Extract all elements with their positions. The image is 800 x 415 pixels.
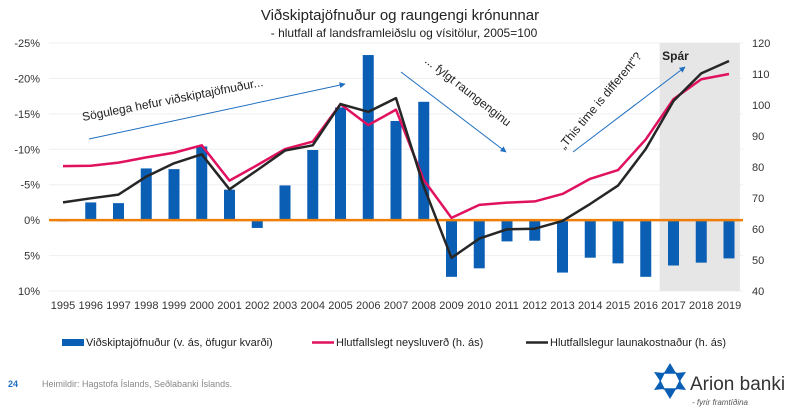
logo-star-icon [654, 363, 686, 399]
x-tick-label: 2017 [661, 300, 685, 312]
x-tick-label: 2000 [190, 300, 214, 312]
bar-2009 [446, 220, 457, 277]
bar-2003 [279, 185, 291, 221]
bar-2000 [196, 146, 208, 221]
bar-2015 [612, 220, 624, 264]
right-tick-label: 40 [752, 286, 764, 298]
annotation-arrow-up-1 [88, 82, 346, 140]
x-tick-label: 2014 [578, 300, 602, 312]
right-tick-label: 120 [752, 38, 770, 50]
x-tick-label: 2018 [689, 300, 713, 312]
bar-2002 [251, 220, 263, 228]
right-tick-label: 50 [752, 255, 764, 267]
logo-tagline: - fyrir framtíðina [692, 398, 749, 407]
bar-1998 [140, 168, 152, 221]
x-tick-label: 2005 [328, 300, 352, 312]
bar-2008 [418, 101, 430, 221]
bar-1999 [168, 169, 180, 221]
legend-swatch-bar [62, 339, 84, 346]
x-tick-label: 2015 [606, 300, 630, 312]
right-tick-label: 60 [752, 224, 764, 236]
right-tick-label: 70 [752, 193, 764, 205]
legend-label-black: Hlutfallslegur launakostnaður (h. ás) [550, 337, 726, 349]
x-tick-label: 1998 [134, 300, 158, 312]
x-tick-label: 2016 [634, 300, 658, 312]
bar-2007 [390, 120, 402, 221]
right-tick-label: 110 [752, 69, 770, 81]
page-number: 24 [8, 379, 18, 389]
left-tick-label: 0% [24, 215, 40, 227]
bar-1997 [113, 203, 124, 221]
x-tick-label: 2003 [273, 300, 297, 312]
bar-2011 [501, 220, 513, 242]
left-tick-label: -5% [20, 180, 40, 192]
chart-subtitle: - hlutfall af landsframleiðslu og vísitö… [271, 26, 538, 40]
left-tick-label: 5% [24, 251, 40, 263]
annotation-2: ... fylgt raungenginu [422, 53, 514, 129]
annotation-arrow-down [400, 71, 507, 153]
line-neysluverd [62, 72, 730, 220]
bar-2012 [529, 220, 541, 241]
right-tick-label: 100 [752, 100, 770, 112]
bar-2001 [224, 189, 235, 221]
x-tick-label: 2012 [523, 300, 547, 312]
x-tick-label: 2009 [439, 300, 463, 312]
x-tick-label: 2019 [717, 300, 741, 312]
bar-2004 [307, 149, 319, 221]
x-tick-label: 2013 [550, 300, 574, 312]
bar-2016 [640, 220, 652, 277]
x-tick-label: 2001 [217, 300, 241, 312]
source-note: Heimildir: Hagstofa Íslands, Seðlabanki … [42, 379, 232, 389]
bar-2010 [473, 220, 485, 269]
line-launakostnadur [62, 59, 730, 260]
right-tick-label: 90 [752, 131, 764, 143]
left-tick-label: 10% [18, 286, 40, 298]
bar-2005 [335, 107, 346, 221]
x-tick-label: 1996 [79, 300, 103, 312]
x-tick-label: 2007 [384, 300, 408, 312]
annotation-3: „This time is different"? [556, 49, 645, 152]
right-tick-label: 80 [752, 162, 764, 174]
bar-2018 [695, 220, 707, 263]
arion-logo: Arion banki - fyrir framtíðina [654, 363, 785, 407]
x-tick-label: 2010 [467, 300, 491, 312]
bar-2019 [723, 220, 735, 259]
forecast-label: Spár [662, 49, 689, 63]
x-tick-label: 1995 [51, 300, 75, 312]
left-tick-label: -20% [14, 73, 40, 85]
x-tick-label: 2006 [356, 300, 380, 312]
bar-2017 [668, 220, 679, 266]
left-tick-label: -25% [14, 38, 40, 50]
legend-label-bar: Viðskiptajöfnuður (v. ás, öfugur kvarði) [86, 337, 273, 349]
legend: Viðskiptajöfnuður (v. ás, öfugur kvarði)… [62, 337, 726, 349]
logo-text: Arion banki [690, 374, 785, 395]
annotation-arrow-up-2 [572, 66, 686, 153]
x-tick-label: 1999 [162, 300, 186, 312]
bar-2006 [362, 55, 374, 221]
x-tick-label: 2008 [412, 300, 436, 312]
bar-1996 [85, 202, 97, 221]
legend-label-red: Hlutfallslegt neysluverð (h. ás) [336, 337, 483, 349]
x-tick-label: 2011 [495, 300, 519, 312]
chart-title: Viðskiptajöfnuður og raungengi krónunnar [261, 7, 539, 24]
annotation-1: Sögulega hefur viðskiptajöfnuður... [81, 75, 264, 124]
x-tick-label: 1997 [106, 300, 130, 312]
left-tick-label: -10% [14, 144, 40, 156]
x-tick-label: 2002 [245, 300, 269, 312]
left-tick-label: -15% [14, 109, 40, 121]
x-tick-label: 2004 [301, 300, 325, 312]
bar-2013 [557, 220, 568, 273]
bar-2014 [584, 220, 596, 258]
